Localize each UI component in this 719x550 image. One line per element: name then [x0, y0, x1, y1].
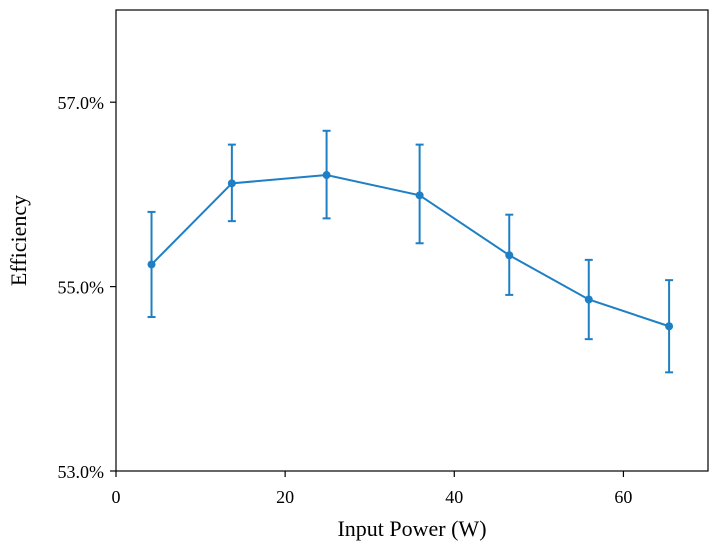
data-point — [322, 171, 331, 180]
data-point — [505, 251, 514, 260]
y-axis-ticks: 53.0% 55.0% 57.0% — [58, 93, 116, 482]
data-point — [665, 322, 674, 331]
data-point — [584, 295, 593, 304]
plot-frame — [115, 9, 709, 472]
x-tick-label: 40 — [445, 487, 463, 507]
x-tick-label: 0 — [112, 487, 121, 507]
x-axis-label: Input Power (W) — [337, 516, 486, 541]
error-bars — [147, 129, 674, 374]
series-line — [150, 174, 670, 328]
x-tick-label: 60 — [614, 487, 632, 507]
data-points — [147, 171, 674, 331]
data-point — [227, 179, 236, 188]
y-tick-label: 53.0% — [58, 462, 105, 482]
y-axis-label: Efficiency — [6, 195, 31, 286]
x-axis-ticks: 0 20 40 60 — [112, 471, 632, 507]
x-tick-label: 20 — [276, 487, 294, 507]
y-tick-label: 55.0% — [58, 278, 105, 298]
y-tick-label: 57.0% — [58, 93, 105, 113]
data-point — [415, 191, 424, 200]
data-point — [147, 260, 156, 269]
